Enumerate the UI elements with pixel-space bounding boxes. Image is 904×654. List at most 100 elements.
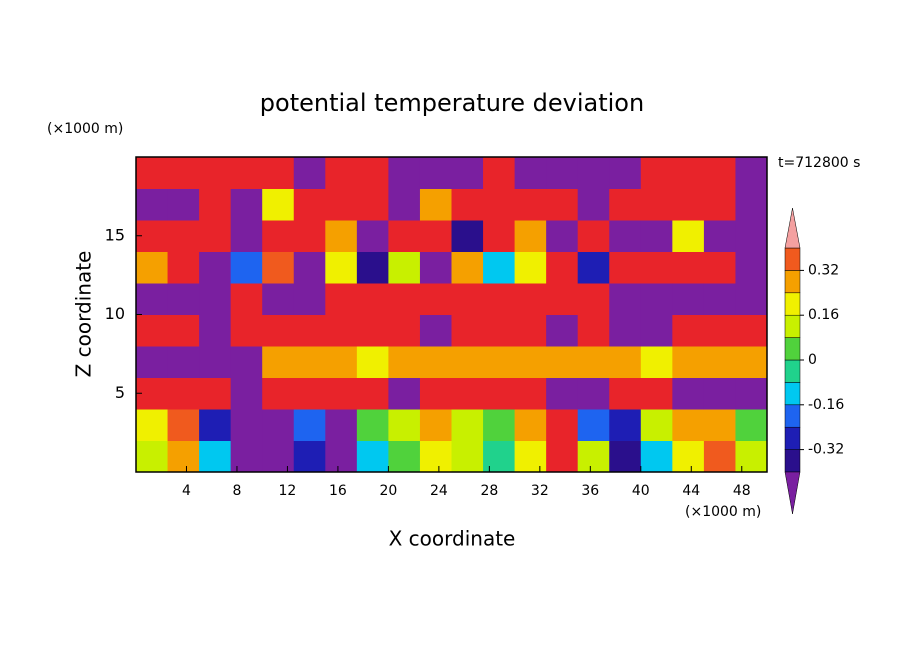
cell: [735, 283, 768, 315]
cell: [609, 409, 642, 441]
cell: [672, 220, 705, 252]
cell: [609, 346, 642, 378]
cell: [672, 157, 705, 189]
cell: [167, 188, 200, 221]
cell: [293, 346, 326, 378]
colorbar-tick-label: 0.32: [808, 262, 839, 278]
cell: [325, 251, 358, 284]
cell: [640, 251, 673, 284]
colorbar-bottom: [784, 471, 801, 515]
x-tick-label: 4: [182, 483, 191, 499]
cell: [293, 157, 326, 189]
x-tick-label: 20: [379, 483, 397, 499]
cell: [230, 157, 263, 189]
cell: [167, 157, 200, 189]
cell: [577, 314, 610, 347]
x-tick-label: 48: [733, 483, 751, 499]
cell: [577, 220, 610, 252]
cell: [451, 188, 484, 221]
cell: [514, 283, 547, 315]
cell: [735, 220, 768, 252]
cell: [325, 440, 358, 473]
cell: [546, 377, 579, 410]
cell: [356, 440, 389, 473]
cell: [483, 346, 516, 378]
cell: [483, 220, 516, 252]
cell: [199, 440, 232, 473]
cell: [262, 188, 295, 221]
cell: [514, 377, 547, 410]
cell: [672, 251, 705, 284]
cell: [199, 283, 232, 315]
x-tick-label: 44: [682, 483, 700, 499]
cell: [672, 283, 705, 315]
cell: [672, 314, 705, 347]
cell: [483, 409, 516, 441]
cell: [483, 314, 516, 347]
cell: [230, 314, 263, 347]
cell: [388, 409, 421, 441]
cell: [735, 188, 768, 221]
cell: [230, 440, 263, 473]
cell: [546, 346, 579, 378]
chart-title: potential temperature deviation: [260, 89, 644, 117]
cell: [546, 251, 579, 284]
cell: [325, 409, 358, 441]
colorbar-segment: [784, 426, 801, 450]
cell: [293, 251, 326, 284]
cell: [262, 346, 295, 378]
colorbar-top: [784, 207, 801, 249]
cell: [325, 188, 358, 221]
cell: [356, 251, 389, 284]
cell: [577, 283, 610, 315]
cell: [640, 314, 673, 347]
y-axis-title: Z coordinate: [72, 251, 96, 378]
cell: [609, 188, 642, 221]
cell: [514, 220, 547, 252]
cell: [230, 283, 263, 315]
cell: [293, 377, 326, 410]
cell: [546, 409, 579, 441]
cell: [514, 157, 547, 189]
cell: [672, 188, 705, 221]
cell: [419, 188, 452, 221]
cell: [356, 314, 389, 347]
cell: [640, 188, 673, 221]
cell: [293, 283, 326, 315]
cell: [136, 409, 169, 441]
y-tick-label: 15: [105, 225, 125, 244]
cell: [419, 440, 452, 473]
cell: [577, 188, 610, 221]
cell: [735, 251, 768, 284]
cell: [167, 440, 200, 473]
time-label: t=712800 s: [778, 155, 860, 171]
cell: [356, 409, 389, 441]
cell: [577, 440, 610, 473]
cell: [325, 157, 358, 189]
cell: [388, 314, 421, 347]
cell: [483, 440, 516, 473]
cell: [609, 220, 642, 252]
x-axis-title: X coordinate: [389, 527, 516, 551]
y-unit: (×1000 m): [47, 121, 123, 137]
cell: [451, 346, 484, 378]
cell: [419, 157, 452, 189]
cell: [451, 409, 484, 441]
cell: [514, 346, 547, 378]
cell: [136, 440, 169, 473]
cell: [199, 377, 232, 410]
cell: [136, 283, 169, 315]
cell: [167, 377, 200, 410]
cell: [136, 188, 169, 221]
cell: [356, 346, 389, 378]
cell: [325, 314, 358, 347]
cell: [388, 440, 421, 473]
cell: [483, 283, 516, 315]
cell: [262, 220, 295, 252]
cell: [514, 440, 547, 473]
cell: [546, 220, 579, 252]
cell: [293, 188, 326, 221]
colorbar-segment: [784, 449, 801, 473]
